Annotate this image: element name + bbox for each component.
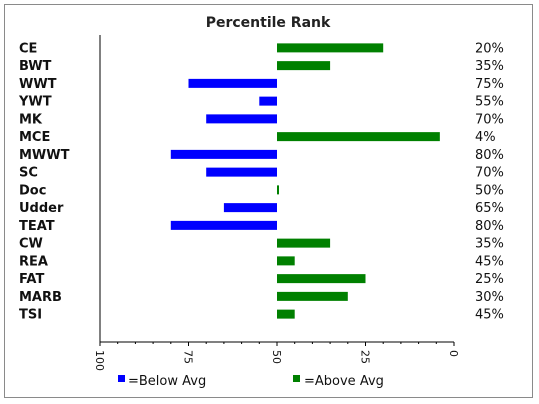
- category-label: MARB: [19, 290, 62, 305]
- legend: =Below Avg =Above Avg: [118, 374, 384, 389]
- chart-title: Percentile Rank: [206, 15, 331, 31]
- bar-udder: [223, 203, 277, 213]
- percentile-label: 55%: [475, 95, 504, 110]
- percentile-labels: 20% 35% 75% 55% 70% 4% 80% 70% 50% 65% 80% 35% 45% 25…: [475, 41, 504, 322]
- bar-tsi: [277, 309, 295, 319]
- bar-ce: [277, 43, 384, 53]
- percentile-label: 25%: [475, 272, 504, 287]
- category-label: CE: [19, 41, 37, 56]
- bar-mce: [277, 132, 440, 142]
- legend-label-below: =Below Avg: [128, 374, 206, 389]
- percentile-rank-chart: Percentile Rank CE BWT WWT YWT MK MCE MWWT SC Do…: [18, 15, 504, 389]
- percentile-label: 80%: [475, 219, 504, 234]
- bar-cw: [277, 238, 331, 248]
- category-label: CW: [19, 237, 43, 252]
- category-label: MCE: [19, 130, 50, 145]
- percentile-label: 35%: [475, 237, 504, 252]
- bar-bwt: [277, 61, 331, 71]
- bar-marb: [277, 291, 348, 301]
- bar-sc: [206, 167, 277, 177]
- category-label: WWT: [19, 77, 57, 92]
- category-labels: CE BWT WWT YWT MK MCE MWWT SC Doc Udder TEAT CW REA F…: [18, 41, 70, 322]
- percentile-label: 65%: [475, 201, 504, 216]
- chart-frame: Percentile Rank CE BWT WWT YWT MK MCE MWWT SC Do…: [4, 4, 533, 398]
- x-tick-label: 0: [447, 350, 460, 357]
- percentile-label: 30%: [475, 290, 504, 305]
- x-tick-label: 50: [270, 350, 283, 364]
- category-label: Udder: [19, 201, 64, 216]
- percentile-label: 80%: [475, 148, 504, 163]
- x-axis-ticks: 100 75 50 25 0: [93, 342, 460, 371]
- bar-ywt: [259, 96, 277, 106]
- x-tick-label: 100: [93, 350, 106, 371]
- bars: [170, 43, 440, 319]
- category-label: TSI: [19, 308, 42, 323]
- category-label: BWT: [19, 59, 52, 74]
- category-label: YWT: [18, 95, 52, 110]
- category-label: REA: [19, 254, 48, 269]
- bar-rea: [277, 256, 295, 266]
- x-tick-label: 25: [359, 350, 372, 364]
- bar-fat: [277, 274, 366, 284]
- percentile-label: 4%: [475, 130, 496, 145]
- category-label: MK: [19, 112, 43, 127]
- legend-label-above: =Above Avg: [304, 374, 384, 389]
- category-label: MWWT: [19, 148, 70, 163]
- category-label: SC: [19, 166, 38, 181]
- category-label: Doc: [19, 183, 46, 198]
- bar-teat: [170, 220, 277, 230]
- percentile-label: 20%: [475, 41, 504, 56]
- percentile-label: 45%: [475, 308, 504, 323]
- bar-doc: [277, 185, 279, 195]
- percentile-label: 45%: [475, 254, 504, 269]
- category-label: FAT: [19, 272, 44, 287]
- percentile-label: 70%: [475, 166, 504, 181]
- percentile-label: 50%: [475, 183, 504, 198]
- percentile-label: 70%: [475, 112, 504, 127]
- bar-mwwt: [170, 149, 277, 159]
- bar-mk: [206, 114, 277, 124]
- category-label: TEAT: [19, 219, 55, 234]
- percentile-label: 35%: [475, 59, 504, 74]
- x-tick-label: 75: [182, 350, 195, 364]
- percentile-label: 75%: [475, 77, 504, 92]
- bar-wwt: [188, 78, 277, 88]
- legend-swatch-above: [293, 375, 300, 382]
- legend-swatch-below: [118, 375, 125, 382]
